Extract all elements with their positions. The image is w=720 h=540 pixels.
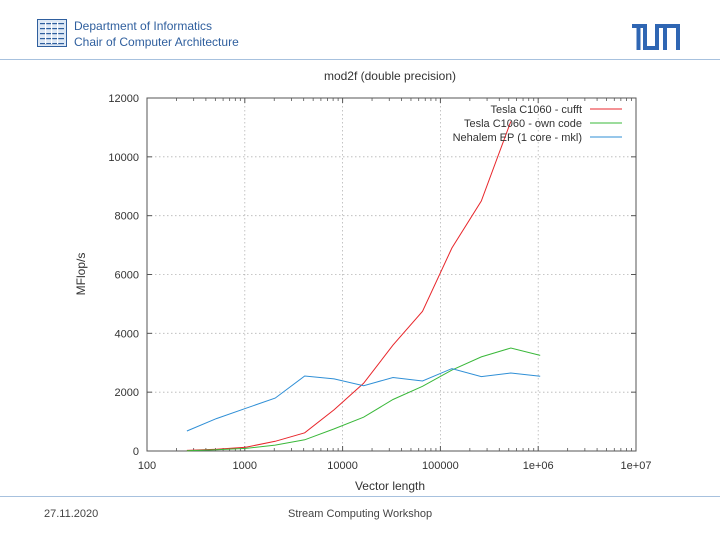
grid [147,98,636,451]
department-grid-icon [37,19,67,47]
x-tick-label: 1e+07 [621,460,652,472]
legend: Tesla C1060 - cufft Tesla C1060 - own cod… [453,104,622,144]
series-line-1 [186,347,541,452]
header-divider [0,59,720,60]
x-axis-label: Vector length [355,479,425,493]
legend-label-2: Nehalem EP (1 core - mkl) [453,132,582,144]
y-tick-label: 0 [133,446,139,458]
x-tick-label: 1000 [233,460,257,472]
chart-title: mod2f (double precision) [324,69,456,83]
axis-ticks: 100 1000 10000 100000 1e+06 1e+07 0 2000 4000 600… [108,93,651,472]
legend-label-1: Tesla C1060 - own code [464,118,582,130]
series-line-2 [186,368,541,432]
y-tick-label: 12000 [108,93,139,105]
y-tick-label: 8000 [115,211,139,223]
chair-name: Chair of Computer Architecture [74,35,239,49]
y-axis-label: MFlop/s [74,253,88,296]
legend-label-0: Tesla C1060 - cufft [490,104,582,116]
x-tick-label: 1e+06 [523,460,554,472]
footer-title: Stream Computing Workshop [288,508,433,520]
x-tick-label: 100 [138,460,156,472]
header-text: Department of Informatics Chair of Compu… [74,18,239,50]
tum-logo-icon [632,24,680,50]
footer-date: 27.11.2020 [44,508,99,520]
series-lines [186,121,541,452]
department-name: Department of Informatics [74,19,213,33]
y-tick-label: 6000 [115,270,139,282]
y-tick-label: 10000 [108,152,139,164]
x-tick-label: 10000 [327,460,358,472]
y-tick-label: 4000 [115,328,139,340]
y-tick-label: 2000 [115,387,139,399]
footer-divider [0,496,720,497]
series-line-0 [186,121,512,451]
x-tick-label: 100000 [422,460,459,472]
